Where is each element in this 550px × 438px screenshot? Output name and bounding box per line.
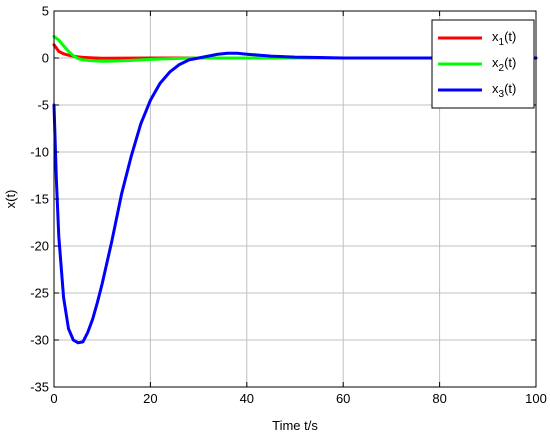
x-tick-label: 100: [525, 391, 547, 406]
x-tick-label: 20: [143, 391, 157, 406]
x-axis-label: Time t/s: [272, 418, 318, 433]
y-axis-label: x(t): [3, 190, 18, 209]
y-tick-label: -10: [30, 145, 49, 160]
y-tick-label: -15: [30, 192, 49, 207]
legend-label-2: x2(t): [492, 55, 516, 74]
series-line-3: [52, 51, 538, 345]
y-tick-label: -20: [30, 239, 49, 254]
x-tick-label: 40: [240, 391, 254, 406]
axis-ticks: 0 20 40 60 80 100 -35 -30 -25 -20 -15 -10 -5 0 5: [30, 4, 547, 407]
y-tick-label: 5: [42, 4, 49, 19]
y-tick-label: 0: [42, 51, 49, 66]
y-tick-label: -35: [30, 380, 49, 395]
series-lines: [52, 34, 538, 345]
y-tick-label: -25: [30, 286, 49, 301]
legend-label-1: x1(t): [492, 29, 516, 48]
x-tick-label: 80: [432, 391, 446, 406]
y-tick-label: -30: [30, 333, 49, 348]
x-tick-label: 0: [50, 391, 57, 406]
series-line-2: [52, 34, 538, 63]
legend-label-3: x3(t): [492, 81, 516, 100]
legend: x1(t) x2(t) x3(t): [431, 19, 535, 109]
x-tick-label: 60: [336, 391, 350, 406]
y-tick-label: -5: [37, 98, 49, 113]
